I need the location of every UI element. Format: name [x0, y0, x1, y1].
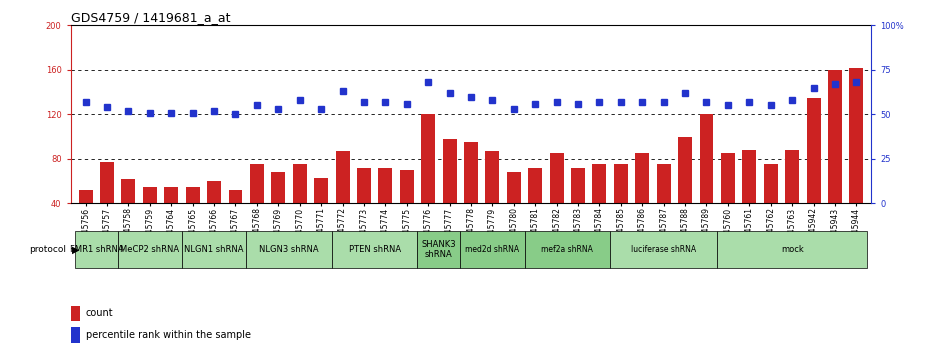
Text: percentile rank within the sample: percentile rank within the sample	[86, 330, 251, 340]
Bar	[571, 168, 585, 248]
Bar	[207, 181, 221, 248]
Bar	[443, 139, 457, 248]
Bar	[143, 187, 156, 248]
Bar	[550, 153, 563, 248]
Bar	[742, 150, 756, 248]
Text: NLGN1 shRNA: NLGN1 shRNA	[185, 245, 244, 254]
Bar	[118, 231, 182, 268]
Text: NLGN3 shRNA: NLGN3 shRNA	[259, 245, 318, 254]
Text: PTEN shRNA: PTEN shRNA	[349, 245, 400, 254]
Bar	[464, 142, 478, 248]
Text: MeCP2 shRNA: MeCP2 shRNA	[121, 245, 179, 254]
Bar	[186, 187, 200, 248]
Bar	[379, 168, 392, 248]
Bar	[421, 114, 435, 248]
Bar	[71, 327, 80, 343]
Bar	[717, 231, 867, 268]
Bar	[315, 178, 328, 248]
Text: FMR1 shRNA: FMR1 shRNA	[70, 245, 123, 254]
Bar	[657, 164, 671, 248]
Bar	[525, 231, 610, 268]
Bar	[828, 70, 842, 248]
Bar	[461, 231, 525, 268]
Bar	[332, 231, 417, 268]
Bar	[79, 190, 92, 248]
Bar	[528, 168, 543, 248]
Bar	[721, 153, 735, 248]
Text: ▶: ▶	[72, 245, 79, 254]
Bar	[71, 306, 80, 321]
Bar	[417, 231, 461, 268]
Text: GDS4759 / 1419681_a_at: GDS4759 / 1419681_a_at	[71, 11, 230, 24]
Bar	[635, 153, 649, 248]
Bar	[293, 164, 307, 248]
Bar	[122, 179, 136, 248]
Bar	[250, 164, 264, 248]
Text: luciferase shRNA: luciferase shRNA	[631, 245, 696, 254]
Bar	[246, 231, 332, 268]
Bar	[610, 231, 717, 268]
Text: protocol: protocol	[29, 245, 66, 254]
Bar	[182, 231, 246, 268]
Bar	[507, 172, 521, 248]
Bar	[700, 114, 713, 248]
Text: count: count	[86, 308, 113, 318]
Bar	[335, 151, 349, 248]
Bar	[485, 151, 499, 248]
Bar	[229, 190, 242, 248]
Bar	[75, 231, 118, 268]
Bar	[806, 98, 820, 248]
Bar	[357, 168, 371, 248]
Text: SHANK3
shRNA: SHANK3 shRNA	[422, 240, 456, 259]
Bar	[786, 150, 799, 248]
Bar	[850, 68, 863, 248]
Bar	[271, 172, 285, 248]
Bar	[100, 162, 114, 248]
Text: mock: mock	[781, 245, 804, 254]
Bar	[678, 136, 692, 248]
Bar	[593, 164, 607, 248]
Bar	[614, 164, 627, 248]
Bar	[764, 164, 778, 248]
Bar	[399, 170, 414, 248]
Text: mef2a shRNA: mef2a shRNA	[542, 245, 593, 254]
Text: med2d shRNA: med2d shRNA	[465, 245, 519, 254]
Bar	[164, 187, 178, 248]
